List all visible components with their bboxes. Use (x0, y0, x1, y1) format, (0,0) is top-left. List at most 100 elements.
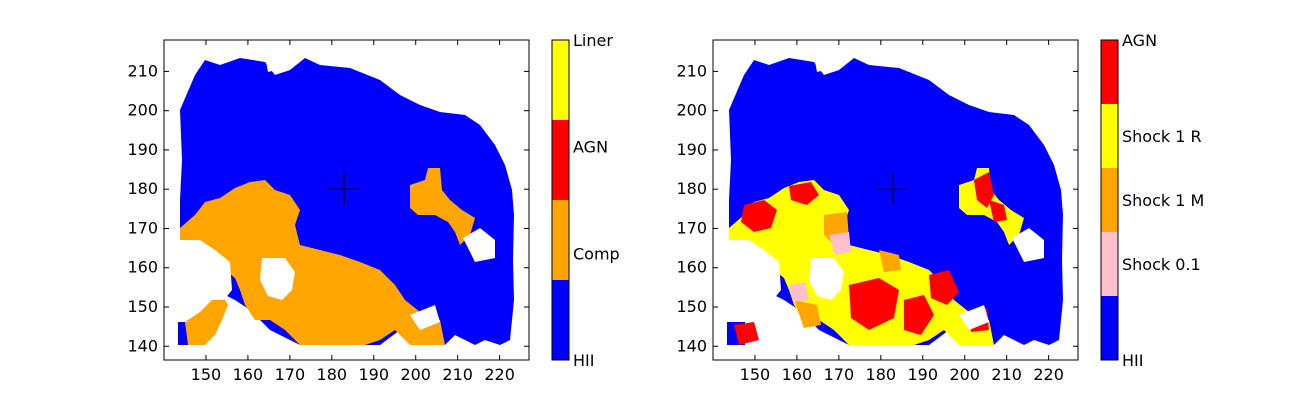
right-region-agn-c (849, 278, 899, 330)
left-y-tick: 180 (127, 179, 529, 198)
left-x-tick-label: 220 (484, 365, 515, 384)
left-x-tick: 190 (358, 40, 389, 384)
right-region-hole-east (1012, 228, 1044, 262)
right-x-tick-label: 170 (824, 365, 855, 384)
left-colorbar-segment (552, 200, 569, 280)
left-colorbar-segment (552, 40, 569, 120)
left-y-tick: 140 (127, 336, 529, 355)
left-region-hole-center (260, 258, 295, 300)
right-x-tick: 150 (740, 40, 771, 384)
left-colorbar-segment (552, 280, 569, 360)
right-region-agn-b (789, 182, 819, 205)
left-region-hole-north (262, 40, 300, 72)
right-y-tick: 160 (676, 258, 1078, 277)
right-colorbar-segment (1101, 296, 1118, 360)
left-x-tick: 150 (191, 40, 222, 384)
left-x-tick: 200 (400, 40, 431, 384)
left-x-tick-label: 180 (317, 365, 348, 384)
right-panel: 150 160 170 180 190 200 210 220 140 150 160 170 180 1… (676, 31, 1204, 384)
left-y-tick-label: 210 (127, 61, 158, 80)
right-colorbar-label: Shock 1 M (1122, 191, 1204, 210)
right-region-shock01-b (789, 282, 809, 302)
right-x-tick: 220 (1033, 40, 1064, 384)
right-colorbar-segment (1101, 168, 1118, 232)
right-colorbar-frame (1100, 39, 1119, 361)
right-y-tick: 140 (676, 336, 1078, 355)
left-colorbar-segment (552, 120, 569, 200)
right-y-tick: 190 (676, 140, 1078, 159)
left-y-tick: 150 (127, 297, 529, 316)
right-x-tick-label: 210 (991, 365, 1022, 384)
left-x-tick-label: 160 (233, 365, 264, 384)
right-axes-frame (712, 39, 1079, 361)
right-y-tick: 170 (676, 218, 1078, 237)
left-x-tick-label: 200 (400, 365, 431, 384)
right-colorbar-label: Shock 1 R (1122, 127, 1202, 146)
right-y-tick-label: 150 (676, 297, 707, 316)
left-x-tick-label: 190 (358, 365, 389, 384)
right-x-tick-label: 180 (866, 365, 897, 384)
left-x-tick: 170 (275, 40, 305, 384)
left-y-tick-label: 150 (127, 297, 158, 316)
left-region-hole-se (410, 305, 440, 330)
right-y-tick: 210 (676, 61, 1078, 80)
right-x-tick-label: 190 (907, 365, 938, 384)
right-region-agn-h (734, 322, 759, 345)
right-y-tick: 180 (676, 179, 1078, 198)
right-region-hole-north (811, 40, 849, 72)
left-y-tick-label: 160 (127, 258, 158, 277)
right-y-tick-label: 180 (676, 179, 707, 198)
left-x-tick: 160 (233, 40, 264, 384)
left-panel: 150 160 170 180 190 200 210 220 140 150 160 170 180 1… (127, 31, 619, 384)
right-x-tick: 190 (907, 40, 938, 384)
left-x-tick-label: 210 (442, 365, 473, 384)
right-region-agn-e (929, 270, 959, 305)
right-y-tick-label: 140 (676, 336, 707, 355)
right-colorbar-label: HII (1122, 351, 1143, 370)
right-colorbar-segment (1101, 104, 1118, 168)
left-region-comp (180, 180, 445, 345)
right-axis-ticks: 150 160 170 180 190 200 210 220 140 150 160 170 180 1… (676, 40, 1078, 384)
left-y-tick-label: 200 (127, 101, 158, 120)
right-y-tick-label: 210 (676, 61, 707, 80)
left-colorbar-label: Comp (573, 244, 620, 263)
right-y-tick: 200 (676, 101, 1078, 120)
right-region-shock1m-b (794, 300, 821, 328)
right-colorbar-label: Shock 0.1 (1122, 255, 1201, 274)
right-region-shock1m-c (879, 250, 901, 272)
right-y-tick: 150 (676, 297, 1078, 316)
right-plus-marker (877, 173, 910, 206)
left-y-tick-label: 170 (127, 218, 158, 237)
right-region-agn-g (989, 200, 1007, 222)
left-map-regions (164, 40, 514, 345)
left-y-tick-label: 180 (127, 179, 158, 198)
left-x-tick: 180 (317, 40, 348, 384)
left-region-comp-sw (185, 295, 228, 345)
left-y-tick: 170 (127, 218, 529, 237)
right-x-tick: 180 (866, 40, 897, 384)
left-y-tick-label: 190 (127, 140, 158, 159)
right-y-tick-label: 170 (676, 218, 707, 237)
left-colorbar-label: AGN (573, 138, 608, 157)
left-y-tick: 160 (127, 258, 529, 277)
left-colorbar-label: HII (573, 351, 594, 370)
right-colorbar: HII Shock 0.1 Shock 1 M Shock 1 R AGN (1100, 31, 1204, 370)
right-colorbar-segment (1101, 40, 1118, 104)
right-x-tick-label: 220 (1033, 365, 1064, 384)
left-x-tick: 210 (442, 40, 473, 384)
right-colorbar-label: AGN (1122, 31, 1157, 50)
left-axes-frame (163, 39, 530, 361)
left-region-comp-east (410, 168, 475, 245)
left-x-tick-label: 150 (191, 365, 222, 384)
left-x-tick: 220 (484, 40, 515, 384)
right-y-tick-label: 200 (676, 101, 707, 120)
right-x-tick: 170 (824, 40, 855, 384)
right-x-tick-label: 160 (782, 365, 813, 384)
left-axis-ticks: 150 160 170 180 190 200 210 220 140 150 160 170 180 1… (127, 40, 529, 384)
right-region-hole-se (959, 305, 989, 330)
right-x-tick-label: 150 (740, 365, 771, 384)
right-x-tick: 160 (782, 40, 813, 384)
right-x-tick-label: 200 (949, 365, 980, 384)
right-region-agn-f (974, 172, 994, 208)
right-region-hole-center (809, 258, 844, 300)
